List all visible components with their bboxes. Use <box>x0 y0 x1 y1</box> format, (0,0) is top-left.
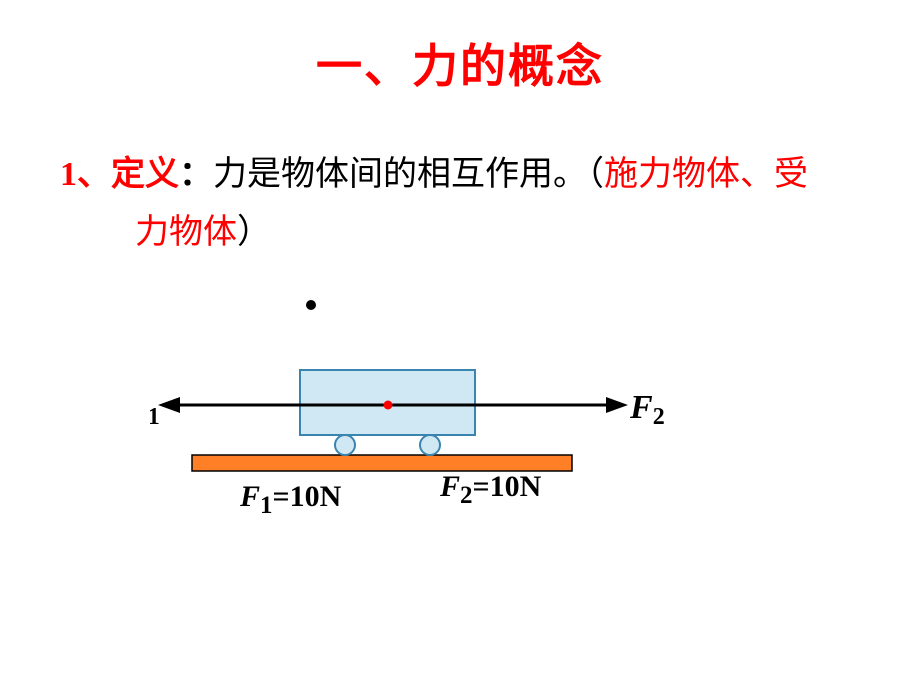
def-tail: ） <box>237 214 271 251</box>
f1-label: F1 <box>150 389 160 430</box>
f2-eq-F: F <box>440 470 460 503</box>
wheel-left <box>335 435 355 455</box>
definition-paragraph: 1、定义：力是物体间的相互作用。（施力物体、受 力物体） <box>0 96 920 262</box>
definition-line2: 力物体） <box>60 204 860 262</box>
f2-label: F2 <box>629 389 665 430</box>
f2-eq-sub: 2 <box>460 482 473 509</box>
def-label: 、定义 <box>77 156 179 193</box>
f2-eq-tail: =10N <box>473 470 542 503</box>
diagram-svg: F1 F2 <box>150 340 670 540</box>
arrow-right <box>606 397 628 413</box>
arrow-left <box>158 397 180 413</box>
f2-equation: F2=10N <box>440 470 541 510</box>
def-red1: 施力物体、受 <box>604 156 808 193</box>
center-dot <box>384 401 393 410</box>
def-number: 1 <box>60 156 77 193</box>
rail <box>192 455 572 471</box>
cursor-indicator <box>306 300 316 310</box>
def-red2: 力物体 <box>135 214 237 251</box>
f1-eq-sub: 1 <box>260 492 273 519</box>
f1-eq-tail: =10N <box>273 480 342 513</box>
def-colon: ： <box>179 156 213 193</box>
definition-line1: 1、定义：力是物体间的相互作用。（施力物体、受 <box>60 146 860 204</box>
def-text1: 力是物体间的相互作用。（ <box>213 156 604 193</box>
slide-title: 一、力的概念 <box>0 0 920 96</box>
force-diagram: F1 F2 F1=10N F2=10N <box>150 340 670 540</box>
f1-equation: F1=10N <box>240 480 341 520</box>
f1-eq-F: F <box>240 480 260 513</box>
wheel-right <box>420 435 440 455</box>
